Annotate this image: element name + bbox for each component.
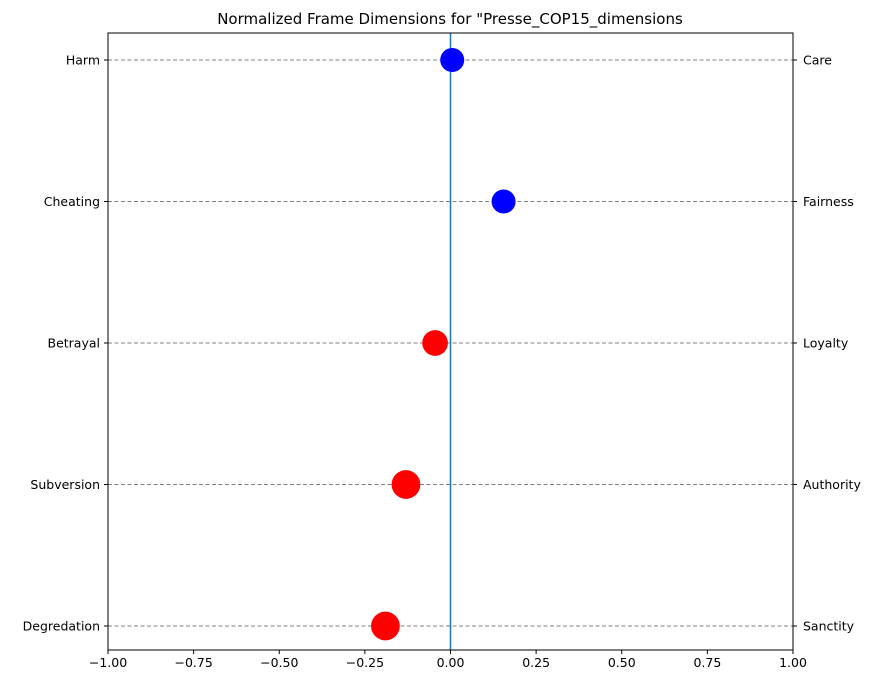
left-tick-label: Degredation (23, 619, 100, 634)
data-point (422, 330, 448, 356)
right-tick-label: Care (803, 53, 832, 68)
x-tick-label: 0.25 (522, 655, 550, 670)
right-tick-label: Loyalty (803, 336, 849, 351)
data-point (440, 48, 465, 72)
data-point (391, 470, 421, 499)
data-point (371, 611, 400, 641)
x-tick-label: 0.00 (437, 655, 465, 670)
x-tick-label: −0.50 (260, 655, 298, 670)
left-tick-label: Betrayal (48, 336, 101, 351)
data-point (491, 189, 516, 214)
left-tick-label: Harm (66, 53, 100, 68)
data-points (371, 48, 516, 641)
x-tick-label: 0.50 (608, 655, 636, 670)
chart-title: Normalized Frame Dimensions for "Presse_… (217, 10, 683, 29)
left-tick-label: Subversion (30, 477, 100, 492)
x-tick-label: −0.25 (346, 655, 384, 670)
right-tick-label: Authority (803, 477, 861, 492)
grid-lines (108, 59, 793, 627)
right-tick-label: Sanctity (803, 619, 855, 634)
right-tick-label: Fairness (803, 194, 854, 209)
x-tick-label: −1.00 (89, 655, 127, 670)
right-axis: Care Fairness Loyalty Authority Sanctity (793, 53, 861, 634)
x-tick-label: 0.75 (693, 655, 721, 670)
x-tick-label: −0.75 (174, 655, 212, 670)
left-axis: Harm Cheating Betrayal Subversion Degredatio… (23, 53, 108, 634)
left-tick-label: Cheating (44, 194, 100, 209)
x-tick-label: 1.00 (779, 655, 807, 670)
x-axis: −1.00 −0.75 −0.50 −0.25 0.00 0.25 0.50 0.75 1.00 (89, 650, 807, 670)
